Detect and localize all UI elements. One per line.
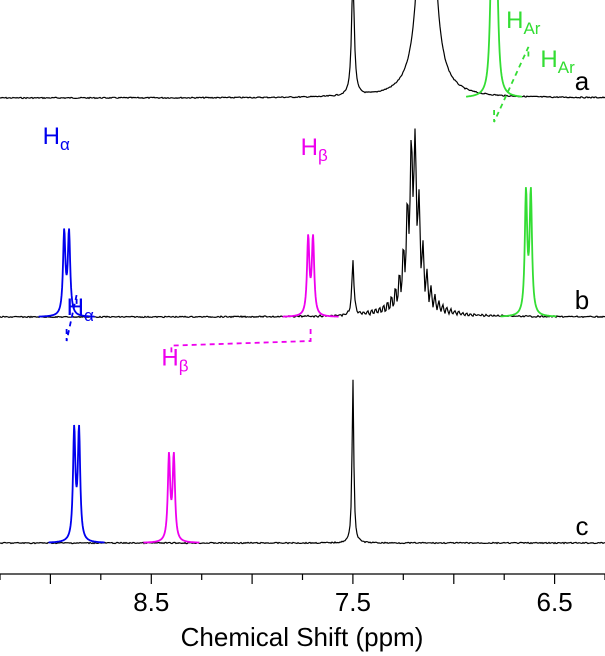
spectrum-b: Hα Hβ HAr b bbox=[0, 46, 605, 319]
spectrum-a-trace bbox=[0, 0, 605, 100]
correlation-line-2 bbox=[170, 329, 312, 358]
trace-label-a: a bbox=[575, 66, 590, 96]
trace-label-b: b bbox=[575, 285, 589, 315]
x-tick-label: 6.5 bbox=[537, 587, 573, 617]
peak-b-1 bbox=[282, 234, 339, 318]
spectrum-c-trace bbox=[0, 379, 605, 545]
x-axis: 8.5 7.5 6.5 bbox=[0, 573, 605, 617]
spectrum-c: Hα Hβ c bbox=[0, 294, 605, 545]
peak-b-2 bbox=[500, 187, 557, 318]
peak-label-b-2: HAr bbox=[540, 46, 575, 77]
peak-label-b-1: Hβ bbox=[301, 134, 328, 165]
trace-label-c: c bbox=[576, 511, 589, 541]
peak-label-a-0: HAr bbox=[506, 7, 541, 38]
peak-a-0 bbox=[465, 0, 523, 98]
peak-label-c-1: Hβ bbox=[161, 345, 188, 376]
correlation-line-1 bbox=[65, 294, 78, 342]
peak-label-c-0: Hα bbox=[67, 294, 94, 325]
peak-c-1 bbox=[143, 452, 200, 544]
peak-c-0 bbox=[48, 424, 105, 544]
x-axis-label: Chemical Shift (ppm) bbox=[181, 622, 424, 652]
correlation-line-0 bbox=[493, 46, 530, 123]
peak-label-b-0: Hα bbox=[43, 123, 70, 154]
peak-b-0 bbox=[38, 228, 95, 318]
x-tick-label: 8.5 bbox=[133, 587, 169, 617]
x-tick-label: 7.5 bbox=[335, 587, 371, 617]
